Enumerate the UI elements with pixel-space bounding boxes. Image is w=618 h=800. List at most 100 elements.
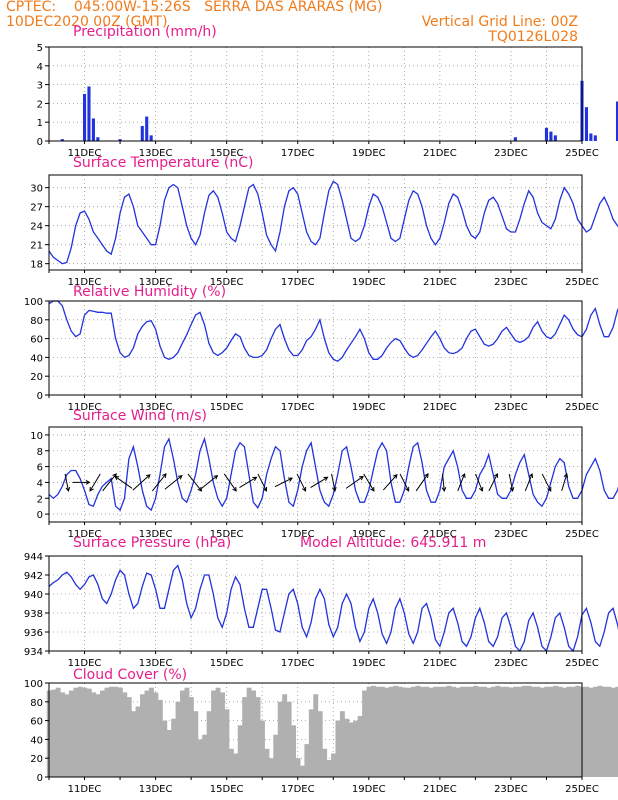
precip-bar	[513, 137, 517, 141]
x-tick-label: 19DEC	[352, 658, 386, 669]
panel-title: Surface Wind (m/s)	[73, 408, 207, 424]
x-tick-label: 15DEC	[210, 784, 244, 795]
x-tick-label: 23DEC	[494, 658, 528, 669]
cloud-bar	[455, 687, 461, 777]
cloud-bar	[60, 692, 66, 777]
wind-arrow-head	[177, 474, 183, 480]
precip-bar	[589, 133, 593, 141]
wind-arrow	[345, 476, 364, 489]
cloud-bar	[610, 687, 616, 777]
wind-arrow	[457, 473, 466, 492]
wind-arrow	[164, 475, 183, 490]
wind-arrow-head	[262, 486, 268, 492]
cloud-bar	[584, 686, 590, 777]
cloud-bar	[162, 720, 168, 777]
y-tick-label: 21	[30, 241, 43, 252]
cloud-bar	[402, 687, 408, 777]
cloud-bar	[468, 686, 474, 777]
x-tick-label: 19DEC	[352, 529, 386, 540]
wind-arrow-head	[288, 477, 293, 482]
cloud-bar	[339, 711, 345, 777]
cloud-bar	[384, 687, 390, 777]
cloud-bar	[193, 711, 199, 777]
x-tick-label: 23DEC	[494, 148, 528, 159]
wind-arrow	[257, 473, 267, 492]
wind-arrow	[102, 473, 117, 492]
cloud-bar	[548, 686, 554, 777]
y-tick-label: 24	[30, 222, 43, 233]
cloud-bar	[255, 697, 261, 777]
cloud-bar	[464, 686, 470, 777]
header-grid-note: Vertical Grid Line: 00Z	[421, 14, 578, 30]
cloud-bar	[504, 686, 510, 777]
cloud-bar	[77, 686, 83, 777]
cloud-bar	[424, 686, 430, 777]
x-tick-label: 25DEC	[565, 277, 599, 288]
x-tick-label: 21DEC	[423, 148, 457, 159]
cloud-bar	[273, 734, 279, 777]
wind-arrow-head	[441, 487, 447, 492]
cloud-bar	[246, 687, 252, 777]
panel-frame	[48, 426, 583, 523]
wind-arrow	[310, 476, 328, 488]
header-date: 10DEC2020 00Z (GMT)	[6, 14, 168, 30]
wind-arrow-head	[563, 472, 569, 478]
y-tick-label: 942	[24, 571, 43, 582]
x-tick-label: 19DEC	[352, 402, 386, 413]
wind-arrow-head	[370, 486, 375, 492]
wind-arrow	[488, 473, 498, 492]
wind-arrow-head	[405, 486, 410, 492]
cloud-bar	[495, 685, 501, 777]
cloud-bar	[188, 697, 194, 777]
y-tick-label: 940	[24, 590, 43, 601]
cloud-bar	[442, 686, 448, 777]
y-tick-label: 934	[24, 647, 43, 658]
cloud-bar	[95, 694, 101, 777]
panel-title: Relative Humidity (%)	[73, 284, 226, 300]
cloud-bar	[615, 686, 618, 777]
x-tick-label: 15DEC	[210, 658, 244, 669]
cloud-bar	[375, 686, 381, 777]
cloud-bar	[415, 685, 421, 777]
precip-bar	[118, 139, 122, 141]
cloud-bar	[73, 687, 79, 777]
cloud-bar	[251, 690, 257, 777]
wind-arrow-head	[213, 474, 219, 480]
cloud-bar	[180, 690, 185, 777]
cloud-bar	[597, 685, 603, 777]
wind-arrow-head	[114, 475, 120, 481]
precip-bar	[60, 139, 64, 141]
panel-title: Precipitation (mm/h)	[73, 24, 217, 40]
x-tick-label: 25DEC	[565, 784, 599, 795]
x-tick-label: 23DEC	[494, 529, 528, 540]
wind-arrow	[541, 473, 552, 492]
precip-bar	[584, 107, 588, 141]
wind-arrow-head	[478, 486, 484, 492]
wind-arrow-head	[65, 486, 71, 492]
wind-arrow	[64, 473, 69, 492]
model-altitude-label: Model Altitude: 645.911 m	[300, 535, 486, 551]
panel-frame	[48, 300, 583, 396]
cloud-bar	[140, 694, 145, 777]
cloud-bar	[68, 690, 74, 777]
x-tick-label: 19DEC	[352, 148, 386, 159]
panel-frame	[48, 682, 583, 778]
cloud-bar	[406, 687, 412, 777]
cloud-bar	[64, 694, 70, 777]
y-tick-label: 4	[37, 62, 43, 73]
y-tick-label: 100	[24, 679, 43, 690]
x-tick-label: 15DEC	[210, 277, 244, 288]
cloud-bar	[437, 686, 443, 777]
y-tick-label: 944	[24, 552, 43, 563]
wind-arrow	[415, 473, 429, 492]
x-tick-label: 23DEC	[494, 277, 528, 288]
panel-frame	[48, 555, 583, 652]
wind-arrow-head	[323, 476, 329, 482]
wind-arrow-head	[332, 486, 337, 492]
cloud-bar	[242, 697, 248, 777]
cloud-bar	[473, 685, 479, 777]
cloud-bar	[588, 687, 594, 777]
x-tick-label: 17DEC	[281, 277, 315, 288]
wind-arrow	[114, 476, 133, 489]
